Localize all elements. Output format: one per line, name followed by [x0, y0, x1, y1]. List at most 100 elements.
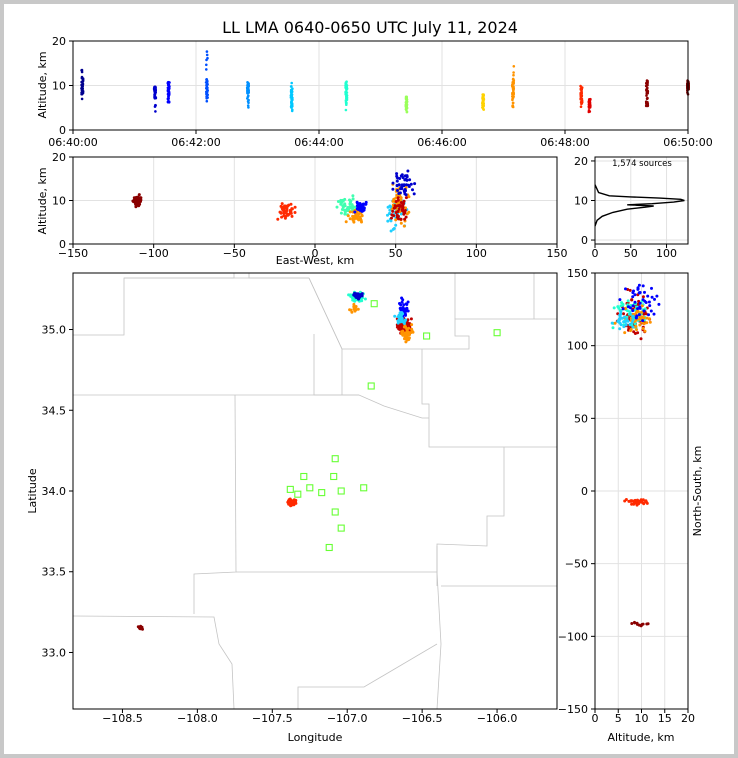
source-point	[205, 53, 209, 57]
x-tick-label: 5	[615, 712, 622, 725]
chart-title: LL LMA 0640-0650 UTC July 11, 2024	[222, 18, 518, 37]
source-point	[412, 192, 416, 196]
source-point	[391, 181, 395, 185]
source-point	[619, 312, 623, 316]
source-point	[348, 198, 351, 202]
source-point	[394, 223, 398, 227]
source-point	[512, 89, 515, 93]
source-point	[402, 224, 406, 228]
source-point	[396, 204, 400, 208]
source-point	[397, 207, 401, 211]
source-point	[648, 317, 651, 321]
source-point	[282, 214, 286, 218]
source-point	[637, 283, 641, 287]
source-point	[512, 71, 515, 74]
source-point	[647, 300, 651, 304]
source-point	[396, 189, 399, 192]
x-tick-label: 50	[624, 247, 638, 260]
source-point	[511, 81, 514, 84]
source-point	[344, 92, 348, 95]
y-tick-label: 20	[574, 155, 588, 168]
plan-view-ylabel: Latitude	[26, 468, 39, 514]
source-point	[353, 309, 357, 313]
source-point	[628, 323, 632, 326]
source-point	[404, 309, 408, 313]
source-point	[290, 214, 294, 218]
source-point	[649, 309, 653, 313]
source-point	[352, 220, 356, 224]
x-tick-label: 10	[635, 712, 649, 725]
plan-view-plot-area	[72, 272, 558, 710]
source-point	[401, 329, 405, 333]
source-point	[623, 315, 627, 319]
source-point	[398, 327, 402, 331]
source-point	[646, 91, 649, 95]
source-point	[402, 303, 406, 307]
source-point	[641, 501, 644, 504]
source-point	[355, 200, 359, 204]
histogram-ticks: 0 50 100 0 10 20	[574, 155, 677, 260]
source-point	[246, 86, 249, 90]
source-point	[336, 200, 340, 203]
source-point	[81, 85, 84, 88]
source-point	[205, 96, 209, 100]
source-point	[289, 96, 293, 99]
plan-view-xlabel: Longitude	[288, 731, 343, 744]
source-point	[166, 100, 170, 104]
source-point	[137, 193, 141, 197]
source-point	[389, 205, 393, 209]
x-tick-label: −100	[139, 247, 169, 260]
y-tick-label: 34.0	[42, 485, 67, 498]
source-point	[631, 304, 635, 308]
source-point	[354, 214, 358, 218]
source-point	[395, 193, 399, 197]
source-point	[622, 325, 626, 329]
source-point	[403, 174, 407, 178]
source-point	[403, 337, 406, 341]
x-tick-label: 06:50:00	[663, 136, 712, 149]
y-tick-label: −50	[565, 558, 588, 571]
source-point	[205, 99, 209, 103]
source-point	[635, 622, 639, 626]
source-point	[389, 219, 393, 223]
source-point	[205, 50, 209, 53]
lma-station-marker	[300, 472, 308, 481]
source-point	[624, 323, 628, 327]
source-point	[645, 321, 649, 325]
source-point	[137, 196, 141, 200]
source-point	[289, 88, 293, 92]
source-point	[386, 219, 390, 223]
source-point	[398, 302, 401, 305]
x-tick-label: −107.5	[252, 712, 293, 725]
source-point	[631, 318, 635, 322]
x-tick-label: −150	[58, 247, 88, 260]
source-point	[403, 188, 407, 191]
east-west-ylabel: Altitude, km	[36, 167, 49, 234]
source-point	[580, 86, 584, 89]
lma-station-marker	[370, 300, 378, 308]
source-point	[348, 210, 352, 214]
source-point	[395, 172, 399, 176]
source-point	[205, 83, 209, 87]
source-point	[409, 182, 413, 186]
source-point	[613, 321, 617, 325]
source-point	[512, 65, 516, 68]
source-point	[352, 306, 356, 310]
source-point	[386, 213, 389, 217]
x-tick-label: 0	[312, 247, 319, 260]
source-point	[642, 309, 646, 313]
source-point	[399, 187, 403, 191]
source-point	[401, 333, 405, 337]
state-county-border	[441, 585, 558, 600]
source-point	[643, 299, 647, 303]
source-point	[650, 286, 653, 290]
source-point	[388, 208, 392, 212]
lma-station-marker	[360, 484, 368, 492]
source-point	[289, 94, 293, 97]
source-point	[645, 83, 649, 86]
source-point	[391, 227, 395, 231]
source-point	[360, 292, 364, 296]
source-point	[629, 312, 632, 316]
source-point	[645, 94, 648, 97]
source-point	[641, 327, 645, 330]
